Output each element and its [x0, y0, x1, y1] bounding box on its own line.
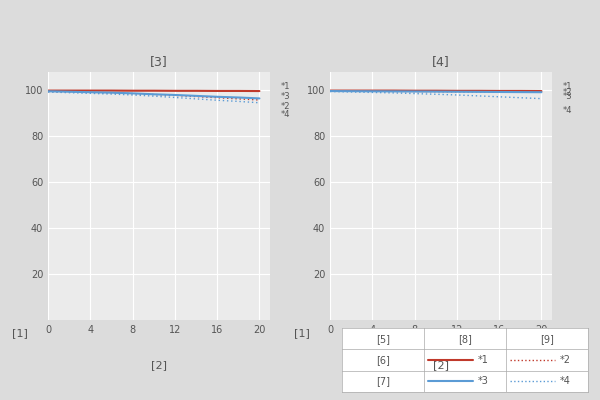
Text: *2: *2	[563, 88, 572, 97]
Text: [2]: [2]	[151, 360, 167, 370]
Text: *4: *4	[281, 110, 290, 119]
Text: *1: *1	[478, 355, 488, 365]
Text: [9]: [9]	[540, 334, 554, 344]
Text: [5]: [5]	[376, 334, 390, 344]
Text: *3: *3	[563, 92, 572, 101]
Text: [2]: [2]	[433, 360, 449, 370]
Text: *3: *3	[478, 376, 488, 386]
Title: [3]: [3]	[150, 55, 168, 68]
Text: [1]: [1]	[12, 328, 28, 338]
Text: [6]: [6]	[376, 355, 390, 365]
Text: *1: *1	[281, 82, 290, 91]
Text: *1: *1	[563, 82, 572, 91]
Text: *4: *4	[563, 106, 572, 115]
Text: *3: *3	[281, 92, 290, 101]
Text: [7]: [7]	[376, 376, 390, 386]
Text: [8]: [8]	[458, 334, 472, 344]
Text: *4: *4	[559, 376, 570, 386]
Text: [1]: [1]	[294, 328, 310, 338]
Text: *2: *2	[281, 102, 290, 112]
Title: [4]: [4]	[432, 55, 450, 68]
Text: *2: *2	[559, 355, 570, 365]
